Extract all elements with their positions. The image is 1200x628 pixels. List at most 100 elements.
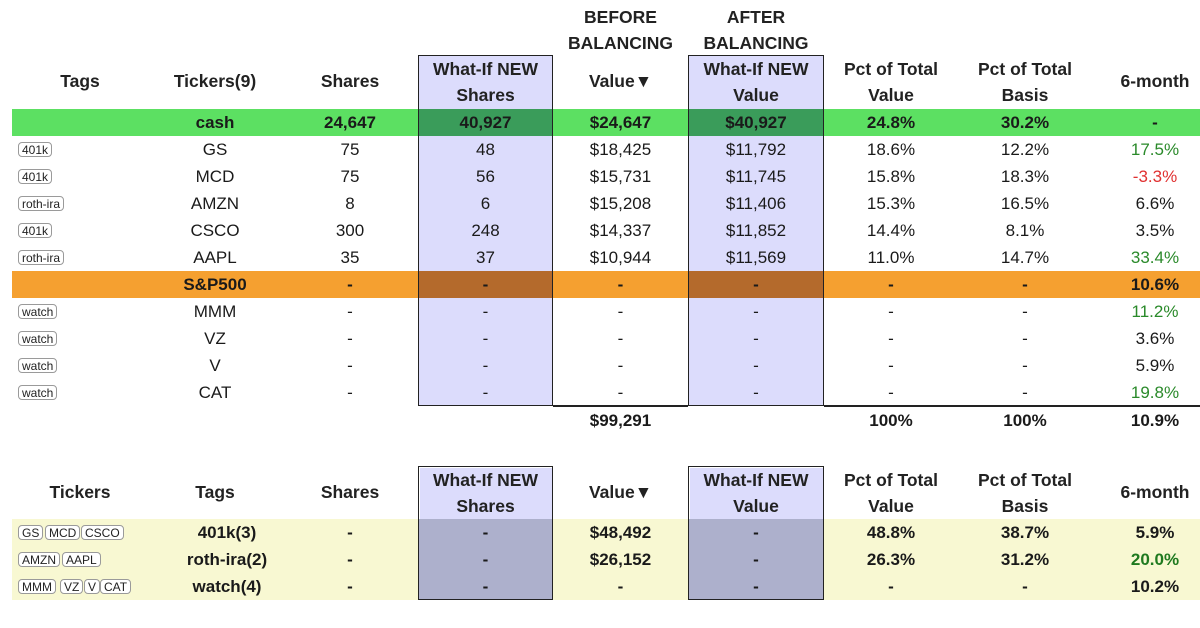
ticker-badge[interactable]: MMM — [18, 579, 56, 594]
ticker[interactable]: VZ — [204, 329, 226, 348]
sp500-six-month: 10.6% — [1130, 275, 1180, 294]
six-month: 3.6% — [1135, 329, 1175, 348]
sp500-whatif-value: - — [753, 275, 759, 294]
header-six-month[interactable]: 6-month — [1110, 68, 1200, 94]
ticker[interactable]: AMZN — [190, 194, 240, 213]
header-pct-value[interactable]: Pct of Total Value — [824, 56, 958, 108]
table-row[interactable]: roth-ira AAPL 35 37 $10,944 $11,569 11.0… — [12, 244, 1200, 271]
value: $18,425 — [589, 140, 652, 159]
header-whatif-value[interactable]: What-If NEW Value — [688, 56, 824, 108]
bottom-header-tickers-label: Tickers — [49, 482, 111, 502]
group-pct-value: 26.3% — [866, 550, 916, 569]
ticker[interactable]: MMM — [193, 302, 237, 321]
group-pct-basis: 38.7% — [1000, 523, 1050, 542]
table-row[interactable]: watch VZ - - - - - - 3.6% — [12, 325, 1200, 352]
whatif-shares[interactable]: 56 — [476, 167, 495, 186]
table-row[interactable]: watch CAT - - - - - - 19.8% — [12, 379, 1200, 406]
ticker-badge[interactable]: AMZN — [18, 552, 60, 567]
ticker-badge[interactable]: V — [84, 579, 101, 594]
header-value-sort[interactable]: Value▼ — [553, 68, 688, 94]
group-row[interactable]: AMZN AAPL roth-ira(2) - - $26,152 - 26.3… — [12, 546, 1200, 573]
bottom-header-six-month[interactable]: 6-month — [1110, 479, 1200, 505]
bottom-header-pct-basis-line2: Basis — [1001, 496, 1049, 516]
table-row[interactable]: watch V - - - - - - 5.9% — [12, 352, 1200, 379]
bottom-header-value-sort[interactable]: Value▼ — [553, 479, 688, 505]
header-tickers[interactable]: Tickers(9) — [150, 68, 280, 94]
tag-badge[interactable]: watch — [18, 331, 58, 346]
shares: 35 — [340, 248, 360, 267]
tag-badge[interactable]: watch — [18, 304, 58, 319]
bottom-header-pct-value[interactable]: Pct of Total Value — [824, 467, 958, 519]
header-shares[interactable]: Shares — [300, 68, 400, 94]
group-whatif-shares: - — [482, 523, 489, 542]
whatif-shares[interactable]: 37 — [476, 248, 495, 267]
ticker[interactable]: MCD — [195, 167, 235, 186]
value: - — [617, 329, 624, 348]
sp500-row[interactable]: S&P500 - - - - - - 10.6% — [12, 271, 1200, 298]
ticker[interactable]: V — [209, 356, 221, 375]
total-value: $99,291 — [589, 411, 652, 430]
ticker-badge[interactable]: CSCO — [81, 525, 124, 540]
cash-row[interactable]: cash 24,647 40,927 $24,647 $40,927 24.8%… — [12, 109, 1200, 136]
table-row[interactable]: 401k MCD 75 56 $15,731 $11,745 15.8% 18.… — [12, 163, 1200, 190]
group-tag[interactable]: watch(4) — [192, 577, 262, 596]
bottom-header-shares[interactable]: Shares — [300, 479, 400, 505]
whatif-value: - — [753, 356, 759, 375]
header-pct-basis[interactable]: Pct of Total Basis — [958, 56, 1092, 108]
bottom-header-tags[interactable]: Tags — [150, 479, 280, 505]
six-month: 19.8% — [1130, 383, 1180, 402]
whatif-shares[interactable]: 248 — [471, 221, 500, 240]
whatif-shares[interactable]: - — [482, 329, 489, 348]
bottom-header-pct-basis[interactable]: Pct of Total Basis — [958, 467, 1092, 519]
ticker[interactable]: GS — [202, 140, 228, 159]
ticker-badge[interactable]: CAT — [100, 579, 132, 594]
header-whatif-shares[interactable]: What-If NEW Shares — [418, 56, 553, 108]
tag-badge[interactable]: 401k — [18, 169, 53, 184]
whatif-shares[interactable]: - — [482, 302, 489, 321]
whatif-shares[interactable]: 6 — [480, 194, 491, 213]
tag-badge[interactable]: 401k — [18, 223, 53, 238]
pct-basis: - — [1022, 329, 1028, 348]
tag-badge[interactable]: watch — [18, 358, 58, 373]
cash-whatif-shares[interactable]: 40,927 — [459, 113, 512, 132]
group-row[interactable]: MMM VZ V CAT watch(4) - - - - - - 10.2% — [12, 573, 1200, 600]
ticker-badge[interactable]: VZ — [60, 579, 84, 594]
value: - — [617, 302, 624, 321]
cash-ticker[interactable]: cash — [195, 113, 235, 132]
ticker[interactable]: AAPL — [193, 248, 237, 267]
tag-badge[interactable]: watch — [18, 385, 58, 400]
value: $15,208 — [589, 194, 652, 213]
ticker[interactable]: CSCO — [190, 221, 240, 240]
ticker-badge[interactable]: GS — [18, 525, 44, 540]
bottom-header-whatif-shares[interactable]: What-If NEW Shares — [418, 467, 553, 519]
tag-badge[interactable]: roth-ira — [18, 196, 65, 211]
whatif-shares[interactable]: - — [482, 383, 489, 402]
whatif-shares[interactable]: 48 — [476, 140, 495, 159]
bottom-header-tickers[interactable]: Tickers — [20, 479, 140, 505]
group-row[interactable]: GS MCD CSCO 401k(3) - - $48,492 - 48.8% … — [12, 519, 1200, 546]
table-row[interactable]: 401k CSCO 300 248 $14,337 $11,852 14.4% … — [12, 217, 1200, 244]
value: - — [617, 356, 624, 375]
bottom-header-whatif-value[interactable]: What-If NEW Value — [688, 467, 824, 519]
group-whatif-value-bg — [688, 546, 824, 573]
header-tags[interactable]: Tags — [30, 68, 130, 94]
six-month: 11.2% — [1131, 302, 1179, 321]
bottom-header-six-month-label: 6-month — [1120, 482, 1190, 502]
ticker-badge[interactable]: AAPL — [62, 552, 101, 567]
tag-badge[interactable]: 401k — [18, 142, 53, 157]
sp500-ticker[interactable]: S&P500 — [183, 275, 247, 294]
group-value: $26,152 — [589, 550, 652, 569]
table-row[interactable]: watch MMM - - - - - - 11.2% — [12, 298, 1200, 325]
tag-badge[interactable]: roth-ira — [18, 250, 65, 265]
pct-value: 11.0% — [867, 248, 915, 267]
ticker-badge[interactable]: MCD — [45, 525, 81, 540]
whatif-value: - — [753, 329, 759, 348]
group-tag[interactable]: 401k(3) — [197, 523, 257, 542]
group-tag[interactable]: roth-ira(2) — [186, 550, 268, 569]
whatif-shares[interactable]: - — [482, 356, 489, 375]
bottom-header-whatif-value-line2: Value — [733, 496, 779, 516]
table-row[interactable]: roth-ira AMZN 8 6 $15,208 $11,406 15.3% … — [12, 190, 1200, 217]
ticker[interactable]: CAT — [198, 383, 232, 402]
table-row[interactable]: 401k GS 75 48 $18,425 $11,792 18.6% 12.2… — [12, 136, 1200, 163]
bottom-whatif-value-header-bg — [689, 467, 823, 519]
